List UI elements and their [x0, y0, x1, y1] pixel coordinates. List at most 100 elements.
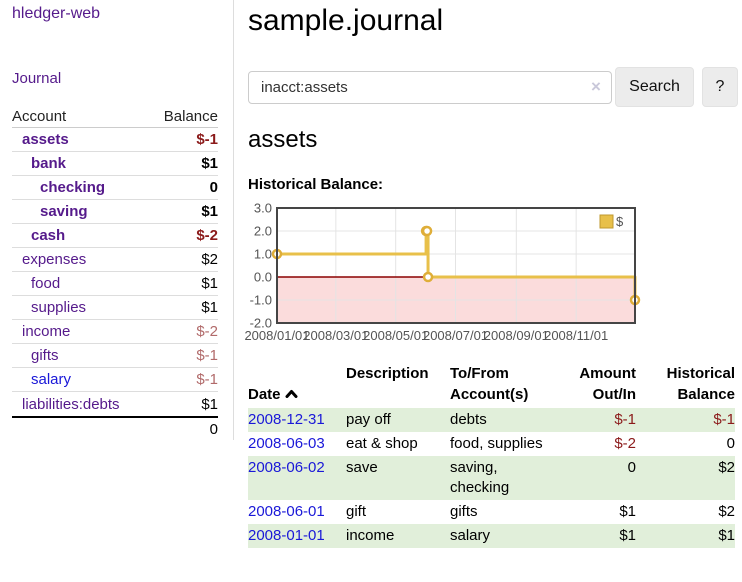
account-link[interactable]: supplies [31, 299, 87, 316]
date-link[interactable]: 2008-12-31 [248, 411, 325, 428]
account-link[interactable]: assets [22, 131, 69, 148]
account-balance: 0 [209, 179, 218, 196]
register-header-row: Date Description To/From Account(s) Amou… [248, 363, 735, 408]
help-button[interactable]: ? [702, 67, 738, 107]
register-header-amount: Amount Out/In [579, 365, 636, 403]
search-button[interactable]: Search [615, 67, 694, 107]
balance-cell: $2 [718, 503, 735, 520]
register-header-description: Description [346, 365, 429, 382]
svg-text:3.0: 3.0 [254, 201, 272, 216]
date-link[interactable]: 2008-06-01 [248, 503, 325, 520]
date-link[interactable]: 2008-01-01 [248, 527, 325, 544]
account-link[interactable]: cash [31, 227, 66, 244]
balance-cell: $2 [718, 459, 735, 476]
account-balance: $-1 [196, 371, 218, 388]
account-link[interactable]: checking [40, 179, 106, 196]
accounts-total-row: 0 [12, 416, 218, 440]
account-row-income: income $-2 [12, 320, 218, 344]
main-content: sample.journal × Search ? assets Histori… [244, 0, 742, 582]
transaction-row: 2008-06-01 gift gifts $1 $2 [248, 500, 735, 524]
svg-text:2008/07/01: 2008/07/01 [423, 328, 488, 343]
account-link[interactable]: food [31, 275, 61, 292]
amount-cell: $1 [619, 527, 636, 544]
register-header-date[interactable]: Date [248, 363, 346, 408]
account-row-liabilities-debts: liabilities:debts $1 [12, 392, 218, 416]
account-row-checking: checking 0 [12, 176, 218, 200]
account-balance: $-2 [196, 227, 218, 244]
account-link[interactable]: gifts [31, 347, 59, 364]
svg-text:2008/03/01: 2008/03/01 [303, 328, 368, 343]
account-link[interactable]: bank [31, 155, 67, 172]
account-balance: $1 [201, 155, 218, 172]
balance-cell: $1 [718, 527, 735, 544]
account-link[interactable]: salary [31, 371, 72, 388]
svg-text:2.0: 2.0 [254, 224, 272, 239]
accounts-cell: salary [450, 527, 491, 544]
account-row-food: food $1 [12, 272, 218, 296]
transaction-row: 2008-06-03 eat & shop food, supplies $-2… [248, 432, 735, 456]
sort-ascending-icon [285, 390, 298, 398]
accounts-cell: gifts [450, 503, 478, 520]
accounts-header-row: Account Balance [12, 106, 218, 128]
accounts-total: 0 [209, 420, 218, 438]
account-heading: assets [248, 126, 318, 153]
accounts-header-balance: Balance [163, 108, 218, 125]
app-title-link[interactable]: hledger-web [12, 5, 101, 22]
account-balance: $-1 [196, 347, 218, 364]
svg-text:-2.0: -2.0 [250, 316, 272, 331]
account-row-supplies: supplies $1 [12, 296, 218, 320]
svg-text:2008/05/01: 2008/05/01 [363, 328, 428, 343]
register-header-balance: Historical Balance [666, 365, 735, 403]
amount-cell: $-2 [614, 435, 636, 452]
accounts-table: Account Balance assets $-1 bank $1 check… [12, 106, 218, 440]
description-cell: gift [346, 503, 367, 520]
account-balance: $1 [201, 275, 218, 292]
accounts-header-account: Account [12, 108, 67, 125]
transaction-row: 2008-12-31 pay off debts $-1 $-1 [248, 408, 735, 432]
date-link[interactable]: 2008-06-02 [248, 459, 325, 476]
description-cell: eat & shop [346, 435, 418, 452]
page-title: sample.journal [248, 4, 444, 37]
clear-search-icon[interactable]: × [591, 77, 601, 96]
account-link[interactable]: saving [40, 203, 88, 220]
account-balance: $1 [201, 395, 218, 413]
account-link[interactable]: liabilities:debts [22, 395, 120, 413]
sidebar: hledger-web Journal Account Balance asse… [0, 0, 233, 582]
account-link[interactable]: expenses [22, 251, 87, 268]
register-header-date-label: Date [248, 386, 281, 403]
description-cell: income [346, 527, 395, 544]
accounts-cell: debts [450, 411, 487, 428]
description-cell: save [346, 459, 378, 476]
account-balance: $-2 [196, 323, 218, 340]
svg-text:2008/09/01: 2008/09/01 [484, 328, 549, 343]
account-row-cash: cash $-2 [12, 224, 218, 248]
account-row-salary: salary $-1 [12, 368, 218, 392]
sidebar-divider [233, 0, 234, 440]
chart-title: Historical Balance: [248, 176, 384, 193]
account-balance: $1 [201, 299, 218, 316]
account-balance: $-1 [196, 131, 218, 148]
search-input[interactable] [248, 71, 612, 104]
svg-text:$: $ [616, 214, 624, 229]
svg-text:1.0: 1.0 [254, 247, 272, 262]
accounts-cell: saving, checking [450, 459, 510, 496]
account-row-bank: bank $1 [12, 152, 218, 176]
account-row-assets: assets $-1 [12, 128, 218, 152]
svg-text:-1.0: -1.0 [250, 293, 272, 308]
svg-text:2008/11/01: 2008/11/01 [544, 328, 608, 343]
account-row-expenses: expenses $2 [12, 248, 218, 272]
account-link[interactable]: income [22, 323, 71, 340]
register-table: Date Description To/From Account(s) Amou… [248, 363, 735, 548]
account-row-gifts: gifts $-1 [12, 344, 218, 368]
transaction-row: 2008-01-01 income salary $1 $1 [248, 524, 735, 548]
date-link[interactable]: 2008-06-03 [248, 435, 325, 452]
account-balance: $2 [201, 251, 218, 268]
svg-text:2008/01/01: 2008/01/01 [244, 328, 309, 343]
transaction-row: 2008-06-02 save saving, checking 0 $2 [248, 456, 735, 500]
balance-cell: 0 [726, 435, 735, 452]
amount-cell: $1 [619, 503, 636, 520]
account-row-saving: saving $1 [12, 200, 218, 224]
nav-journal-link[interactable]: Journal [12, 70, 62, 87]
historical-balance-chart: $3.0 2.0 1.0 0.0 -1.0 -2.02008/01/012008/03/0… [244, 201, 641, 343]
amount-cell: $-1 [614, 411, 636, 428]
